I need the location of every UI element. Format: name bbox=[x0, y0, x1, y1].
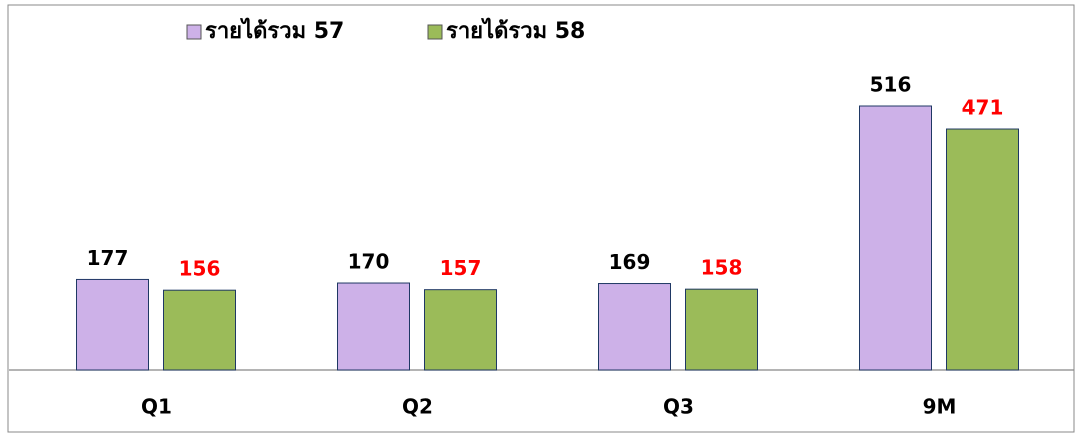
data-label: 170 bbox=[348, 250, 390, 274]
bar bbox=[946, 128, 1019, 371]
data-label: 158 bbox=[701, 256, 743, 280]
legend-label: รายได้รวม 57 bbox=[205, 17, 344, 44]
x-tick-label: Q1 bbox=[141, 395, 172, 419]
bar bbox=[859, 105, 932, 371]
data-label: 157 bbox=[440, 256, 482, 280]
data-label: 156 bbox=[179, 257, 221, 281]
legend-swatch bbox=[186, 24, 202, 40]
bar bbox=[424, 289, 497, 371]
data-label: 169 bbox=[609, 250, 651, 274]
legend-swatch bbox=[427, 24, 443, 40]
x-tick-label: 9M bbox=[923, 395, 957, 419]
bar bbox=[337, 282, 410, 371]
data-label: 177 bbox=[87, 246, 129, 270]
bar bbox=[685, 288, 758, 371]
bar bbox=[76, 278, 149, 371]
x-tick-label: Q3 bbox=[663, 395, 694, 419]
data-label: 471 bbox=[962, 96, 1004, 120]
bar bbox=[163, 289, 236, 371]
data-label: 516 bbox=[870, 73, 912, 97]
bar bbox=[598, 283, 671, 371]
legend-label: รายได้รวม 58 bbox=[446, 17, 585, 44]
x-tick-label: Q2 bbox=[402, 395, 433, 419]
